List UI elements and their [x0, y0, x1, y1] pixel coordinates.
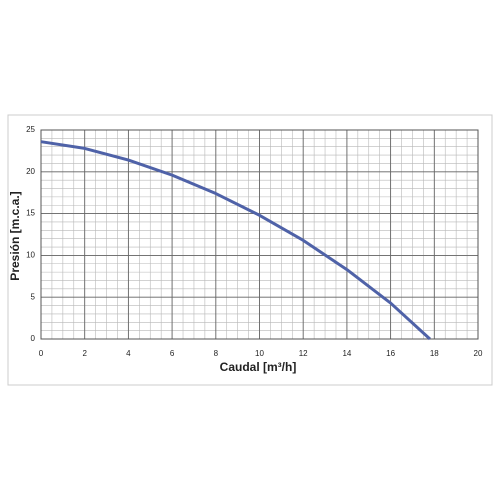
- x-tick-label: 20: [474, 349, 483, 358]
- x-tick-label: 2: [82, 349, 87, 358]
- y-axis-label: Presión [m.c.a.]: [8, 191, 22, 280]
- x-axis-label: Caudal [m³/h]: [220, 360, 297, 374]
- plot-border: [40, 129, 479, 340]
- x-tick-label: 12: [299, 349, 308, 358]
- y-tick-label: 5: [31, 292, 36, 301]
- x-tick-label: 8: [214, 349, 219, 358]
- x-tick-label: 14: [342, 349, 351, 358]
- x-tick-label: 0: [39, 349, 44, 358]
- chart-frame: [7, 114, 493, 386]
- data-line: [40, 140, 431, 341]
- x-tick-label: 16: [386, 349, 395, 358]
- x-tick-label: 18: [430, 349, 439, 358]
- x-tick-label: 6: [170, 349, 175, 358]
- y-tick-label: 10: [26, 251, 35, 260]
- y-tick-label: 15: [26, 209, 35, 218]
- y-tick-label: 20: [26, 167, 35, 176]
- y-tick-label: 0: [31, 334, 36, 343]
- x-tick-label: 4: [126, 349, 131, 358]
- y-tick-label: 25: [26, 125, 35, 134]
- x-tick-label: 10: [255, 349, 264, 358]
